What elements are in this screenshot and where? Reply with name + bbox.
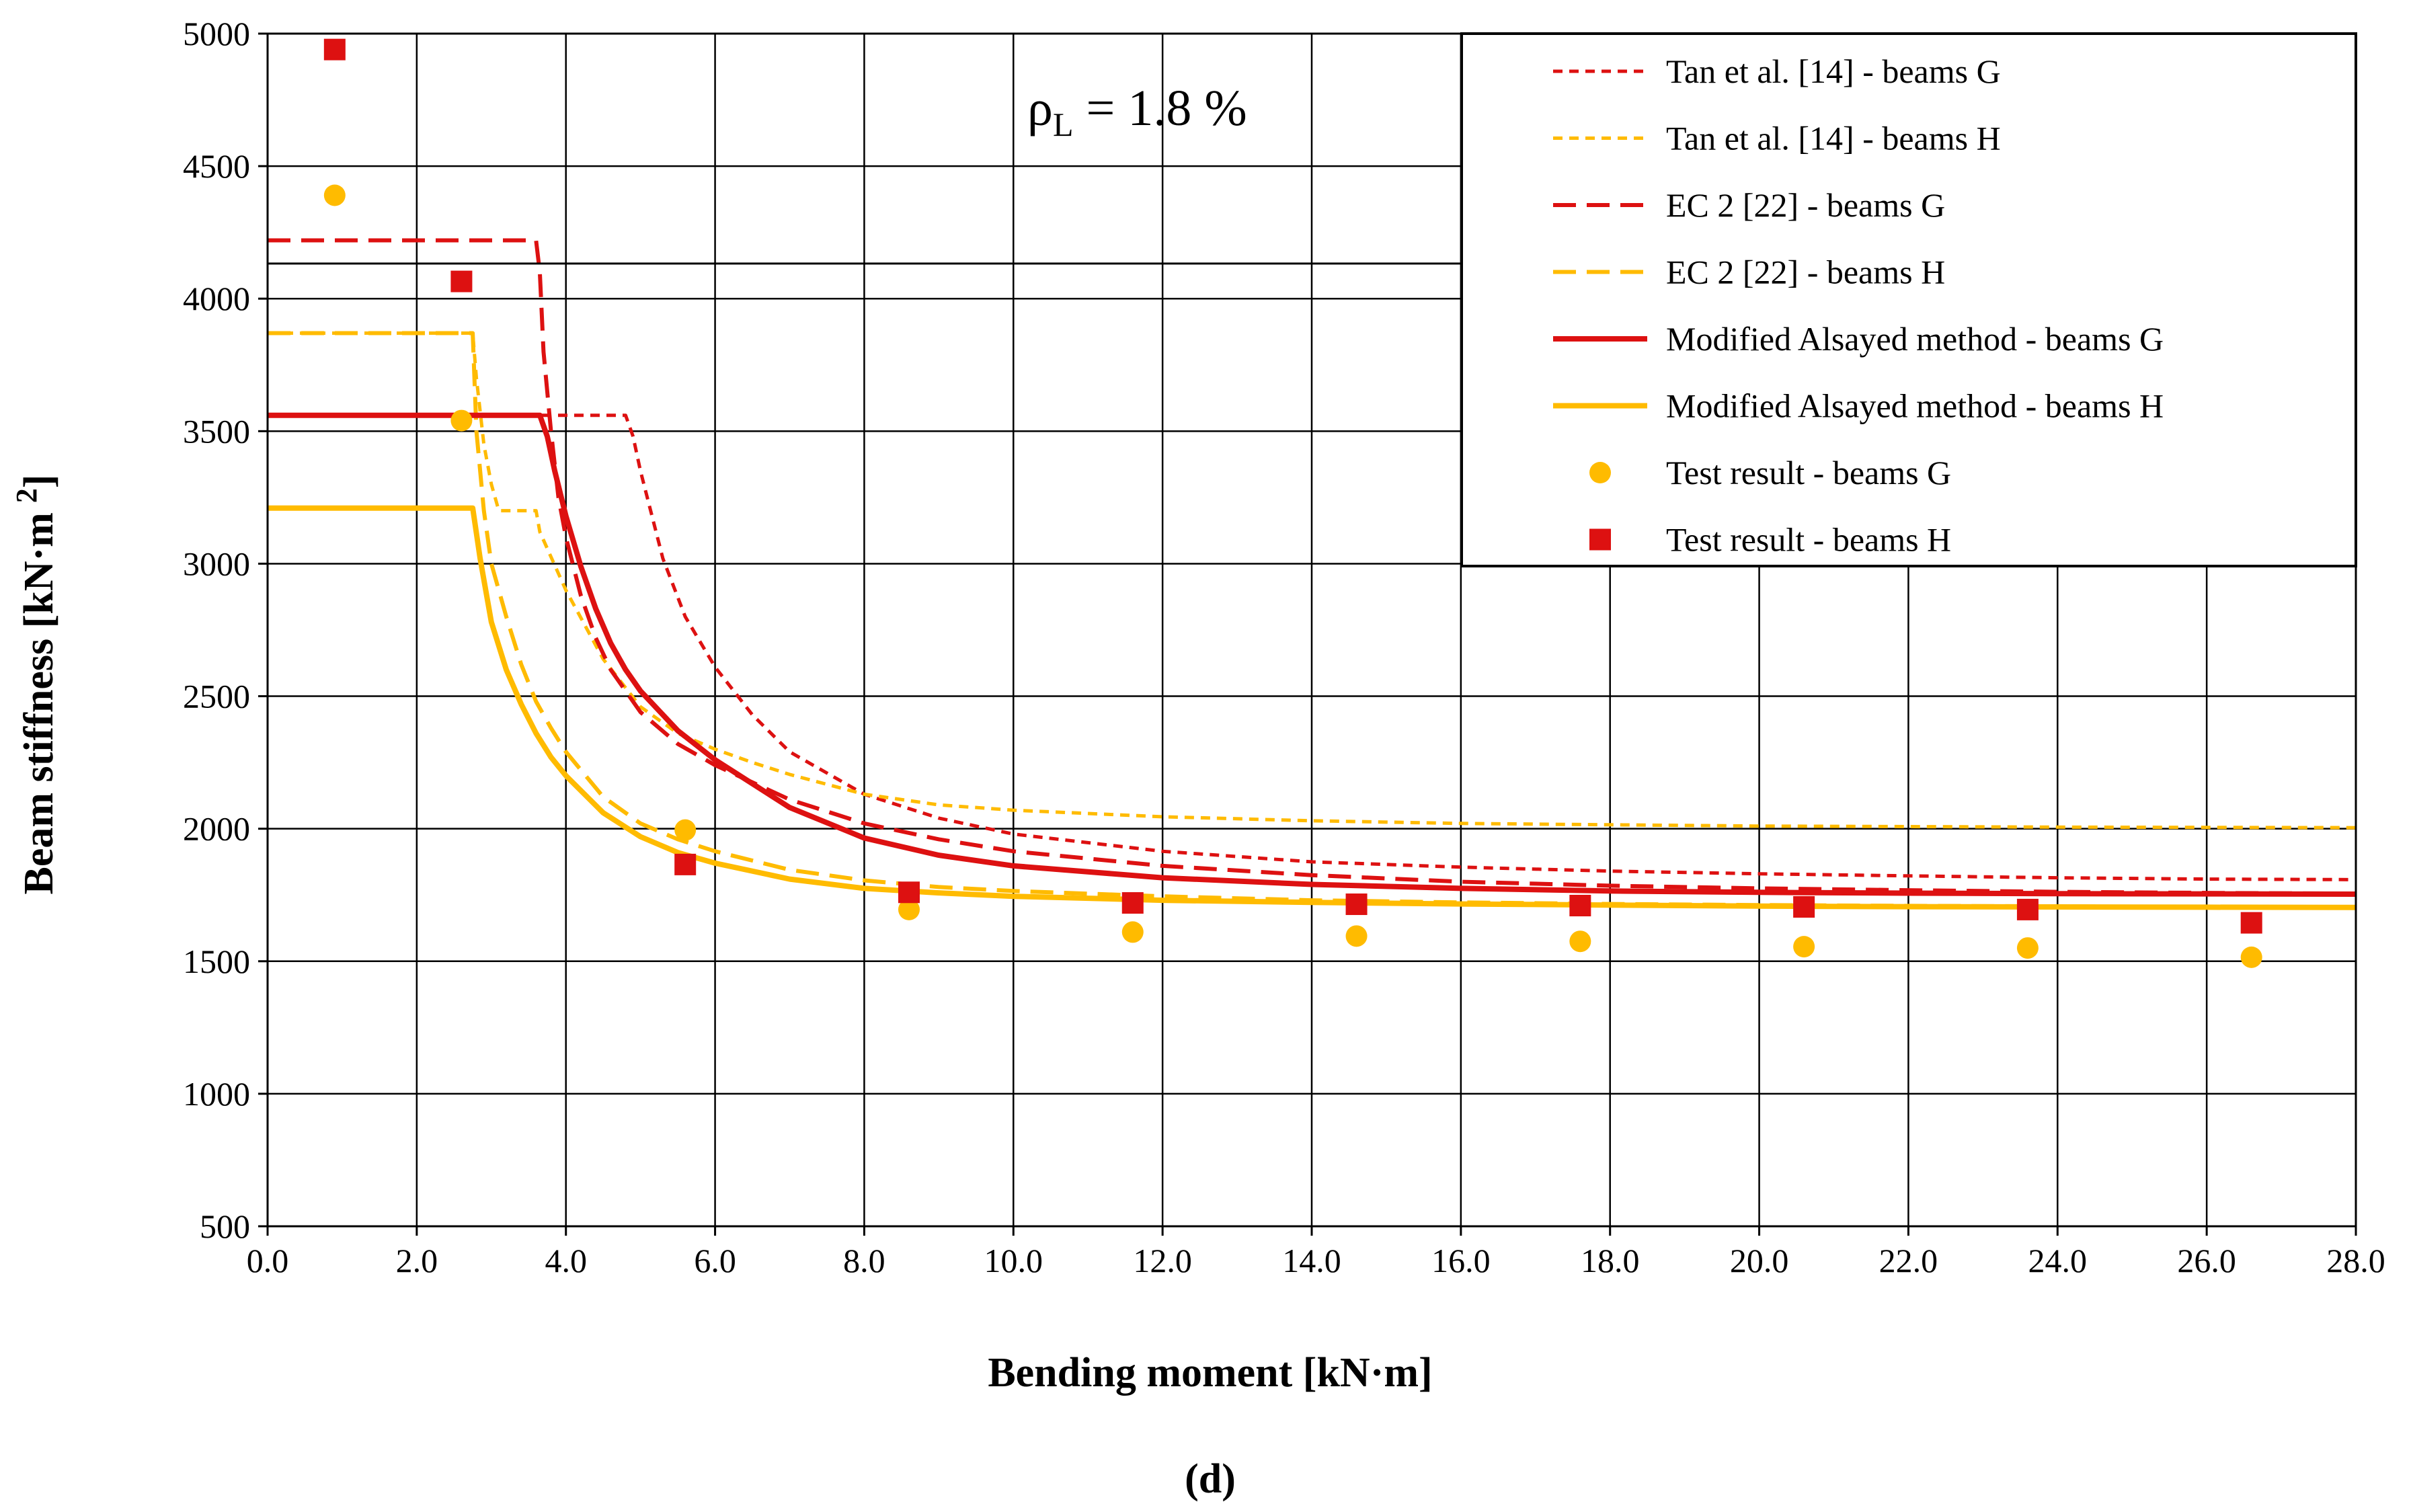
x-tick-label: 8.0	[843, 1242, 885, 1279]
test-point-beams-g	[674, 819, 697, 841]
test-point-beams-h	[2240, 912, 2262, 934]
legend-marker-circle	[1589, 462, 1611, 483]
series-line-modified-alsayed-method-beams-h	[268, 505, 2356, 910]
series-line-tan-et-al-14-beams-h	[268, 331, 2356, 830]
y-tick-label: 5000	[183, 15, 250, 52]
y-tick-label: 2000	[183, 810, 250, 848]
x-tick-label: 2.0	[396, 1242, 438, 1279]
y-tick-label: 1000	[183, 1075, 250, 1113]
legend-item: Test result - beams G	[1589, 454, 1951, 491]
y-axis-title-superscript: 2	[10, 488, 43, 503]
legend-label: EC 2 [22] - beams H	[1666, 253, 1945, 291]
legend-label: EC 2 [22] - beams G	[1666, 186, 1945, 224]
y-tick-label: 4000	[183, 280, 250, 317]
test-point-beams-g	[450, 409, 473, 432]
test-point-beams-g	[1121, 921, 1144, 943]
legend-item: EC 2 [22] - beams H	[1553, 253, 1945, 291]
test-point-beams-g	[323, 184, 346, 206]
test-point-beams-g	[2240, 946, 2262, 968]
x-axis-title: Bending moment [kN·m]	[988, 1350, 1432, 1396]
legend-label: Tan et al. [14] - beams G	[1666, 52, 2001, 90]
y-axis-title: Beam stiffness [kN·m 2]	[10, 475, 62, 895]
test-point-beams-h	[1345, 893, 1368, 916]
series-line-tan-et-al-14-beams-g	[268, 413, 2356, 881]
test-point-beams-h	[450, 270, 473, 292]
legend-item: Modified Alsayed method - beams G	[1553, 320, 2164, 358]
y-tick-label: 4500	[183, 147, 250, 185]
legend-label: Tan et al. [14] - beams H	[1666, 120, 2001, 157]
y-tick-label: 1500	[183, 943, 250, 980]
test-point-beams-g	[1793, 936, 1815, 958]
legend-label: Modified Alsayed method - beams H	[1666, 387, 2164, 425]
legend-label: Test result - beams G	[1666, 454, 1951, 491]
series-layer	[268, 38, 2356, 968]
test-point-beams-h	[674, 853, 697, 875]
rho-value: = 1.8 %	[1073, 80, 1247, 136]
rho-symbol: ρ	[1027, 80, 1053, 136]
y-axis-title-close: ]	[16, 475, 62, 489]
x-tick-label: 18.0	[1581, 1242, 1640, 1279]
panel-label: (d)	[1185, 1456, 1236, 1502]
legend-label: Modified Alsayed method - beams G	[1666, 320, 2164, 358]
x-tick-label: 12.0	[1133, 1242, 1192, 1279]
legend: Tan et al. [14] - beams G Tan et al. [14]…	[1460, 32, 2357, 567]
y-tick-label: 2500	[183, 678, 250, 715]
test-point-beams-g	[1569, 930, 1591, 953]
legend-label: Test result - beams H	[1666, 521, 1951, 559]
series-line-modified-alsayed-method-beams-g	[268, 412, 2356, 897]
legend-item: Test result - beams H	[1589, 521, 1951, 559]
legend-item: Modified Alsayed method - beams H	[1553, 387, 2164, 425]
x-tick-label: 26.0	[2177, 1242, 2236, 1279]
x-tick-label: 10.0	[984, 1242, 1043, 1279]
test-point-beams-h	[2016, 898, 2039, 920]
test-point-beams-h	[1793, 896, 1815, 918]
rho-subscript: L	[1053, 106, 1074, 143]
test-point-beams-h	[1121, 892, 1144, 914]
x-tick-label: 22.0	[1879, 1242, 1938, 1279]
y-tick-label: 3000	[183, 545, 250, 582]
x-axis-ticks: 0.0 2.0 4.0 6.0 8.0 10.0 12.0 14.0 16.0 18.0 20.0 2…	[247, 1226, 2385, 1279]
legend-marker-square	[1589, 528, 1611, 551]
legend-item: EC 2 [22] - beams G	[1553, 186, 1945, 224]
test-point-beams-g	[2016, 937, 2039, 959]
x-tick-label: 0.0	[247, 1242, 289, 1279]
y-tick-label: 3500	[183, 412, 250, 450]
y-tick-label: 500	[200, 1207, 250, 1245]
test-point-beams-h	[1569, 894, 1591, 916]
y-axis-title-main: Beam stiffness [kN·m	[16, 512, 62, 894]
legend-box	[1460, 32, 2357, 567]
x-tick-label: 16.0	[1431, 1242, 1491, 1279]
x-tick-label: 20.0	[1730, 1242, 1789, 1279]
legend-item: Tan et al. [14] - beams G	[1553, 52, 2001, 90]
rho-annotation: ρL = 1.8 %	[1027, 80, 1247, 143]
x-tick-label: 28.0	[2326, 1242, 2385, 1279]
y-axis-ticks: 500 1000 1500 2000 2500 3000 3500 4000 4500 5000	[183, 15, 268, 1245]
x-tick-label: 24.0	[2028, 1242, 2088, 1279]
x-tick-label: 4.0	[545, 1242, 587, 1279]
test-point-beams-g	[898, 898, 920, 920]
test-point-beams-h	[898, 881, 920, 904]
annotation-box	[266, 32, 1463, 265]
x-tick-label: 14.0	[1282, 1242, 1341, 1279]
test-point-beams-g	[1345, 925, 1368, 947]
test-point-beams-h	[323, 38, 346, 61]
x-tick-label: 6.0	[694, 1242, 736, 1279]
legend-item: Tan et al. [14] - beams H	[1553, 120, 2001, 157]
